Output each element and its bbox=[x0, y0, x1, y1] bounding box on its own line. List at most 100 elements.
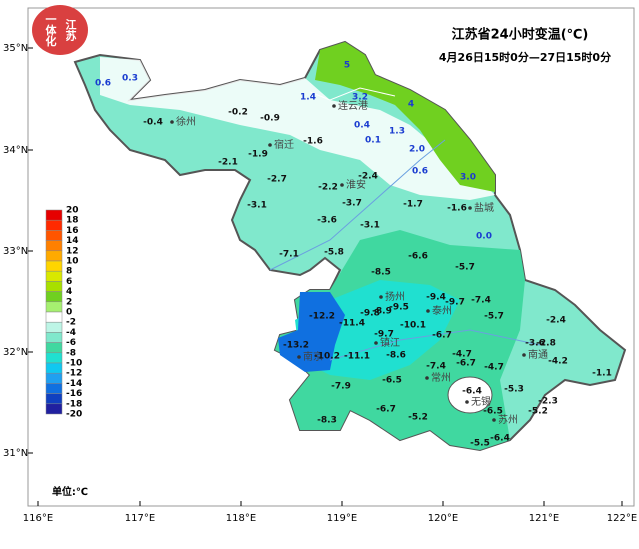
station-value: -0.4 bbox=[143, 118, 163, 128]
city-dot bbox=[297, 355, 301, 359]
legend-label: -4 bbox=[66, 328, 76, 338]
station-value: -5.2 bbox=[408, 413, 428, 423]
station-value: -5.7 bbox=[484, 312, 504, 322]
station-value: 0.3 bbox=[122, 74, 138, 84]
station-value: -8.9 bbox=[372, 307, 392, 317]
city-name: 常州 bbox=[431, 371, 451, 384]
legend-swatch bbox=[45, 260, 63, 272]
city-dot bbox=[170, 120, 174, 124]
station-value: -7.1 bbox=[279, 250, 299, 260]
city-dot bbox=[374, 341, 378, 345]
legend-swatch bbox=[45, 230, 63, 241]
city-name: 泰州 bbox=[432, 304, 452, 317]
city-name: 南通 bbox=[528, 348, 548, 361]
station-value: -5.3 bbox=[504, 385, 524, 395]
lat-label: 34°N bbox=[3, 145, 28, 156]
legend-label: -18 bbox=[66, 399, 82, 409]
legend-swatch bbox=[45, 321, 63, 333]
legend-label: 14 bbox=[66, 236, 79, 246]
legend-swatch bbox=[45, 393, 63, 405]
legend-label: 0 bbox=[66, 308, 72, 318]
station-value: -6.4 bbox=[462, 387, 482, 397]
lake-taihu bbox=[447, 376, 493, 414]
positive-zone bbox=[315, 42, 495, 192]
station-value: -10.1 bbox=[400, 321, 426, 331]
station-value: 0.4 bbox=[354, 121, 370, 131]
station-value: 0.0 bbox=[476, 232, 492, 242]
station-value: -7.4 bbox=[426, 362, 446, 372]
legend-swatch bbox=[45, 250, 63, 262]
station-value: -7.9 bbox=[331, 382, 351, 392]
legend-swatch bbox=[45, 372, 63, 384]
station-value: -9.5 bbox=[389, 303, 409, 313]
city-dot bbox=[492, 418, 496, 422]
station-value: -13.2 bbox=[283, 341, 309, 351]
station-value: -9.4 bbox=[426, 293, 446, 303]
station-value: -9.7 bbox=[445, 298, 465, 308]
lon-label: 119°E bbox=[327, 513, 357, 524]
station-value: -12.2 bbox=[309, 312, 335, 322]
legend-label: 10 bbox=[66, 257, 79, 267]
station-value: 0.6 bbox=[95, 79, 111, 89]
station-value: -11.1 bbox=[344, 352, 370, 362]
city-name: 扬州 bbox=[385, 290, 405, 303]
legend-label: 6 bbox=[66, 277, 72, 287]
logo-text: 一体化 bbox=[44, 14, 57, 48]
legend-swatch bbox=[45, 352, 63, 364]
station-value: 3.0 bbox=[460, 173, 476, 183]
legend-label: 12 bbox=[66, 246, 79, 256]
lon-label: 118°E bbox=[226, 513, 256, 524]
legend-label: -12 bbox=[66, 369, 82, 379]
station-value: -1.1 bbox=[592, 369, 612, 379]
station-value: -5.7 bbox=[455, 263, 475, 273]
station-value: -3.6 bbox=[525, 339, 545, 349]
station-value: -1.9 bbox=[248, 150, 268, 160]
station-value: -6.6 bbox=[408, 252, 428, 262]
legend-swatch bbox=[45, 281, 63, 292]
legend-unit: 单位:℃ bbox=[52, 485, 88, 498]
station-value: -2.4 bbox=[358, 172, 378, 182]
city-dot bbox=[268, 143, 272, 147]
legend-label: -2 bbox=[66, 318, 76, 328]
legend-label: -6 bbox=[66, 338, 76, 348]
station-value: -3.1 bbox=[360, 221, 380, 231]
station-value: -6.7 bbox=[432, 331, 452, 341]
station-value: -0.9 bbox=[260, 114, 280, 124]
lat-label: 32°N bbox=[3, 347, 28, 358]
subtitle: 4月26日15时0分—27日15时0分 bbox=[439, 50, 611, 64]
legend-label: -8 bbox=[66, 348, 76, 358]
station-value: -7.4 bbox=[471, 296, 491, 306]
station-value: -3.1 bbox=[247, 201, 267, 211]
city-name: 苏州 bbox=[498, 413, 518, 426]
station-value: 4 bbox=[408, 100, 414, 110]
yangtze bbox=[329, 329, 541, 361]
station-value: -2.7 bbox=[267, 175, 287, 185]
station-value: 3.2 bbox=[352, 93, 368, 103]
lat-label: 33°N bbox=[3, 246, 28, 257]
station-value: -5.5 bbox=[470, 439, 490, 449]
station-value: -2.4 bbox=[546, 316, 566, 326]
legend-swatch bbox=[45, 270, 63, 282]
city-dot bbox=[332, 104, 336, 108]
station-value: -6.5 bbox=[382, 376, 402, 386]
station-value: -0.2 bbox=[228, 108, 248, 118]
coast-line bbox=[309, 87, 396, 101]
city-dot bbox=[465, 400, 469, 404]
legend-swatch bbox=[45, 301, 63, 313]
station-value: 1.4 bbox=[300, 93, 316, 103]
legend-swatch bbox=[45, 362, 63, 374]
city-dot bbox=[522, 353, 526, 357]
station-value: -6.7 bbox=[456, 359, 476, 369]
river bbox=[269, 139, 446, 271]
station-value: -5.2 bbox=[528, 407, 548, 417]
legend-label: 20 bbox=[66, 206, 79, 216]
city-name: 连云港 bbox=[338, 99, 368, 112]
coldest-zone bbox=[278, 292, 345, 372]
city-name: 宿迁 bbox=[274, 138, 294, 151]
station-value: -8.3 bbox=[317, 416, 337, 426]
lon-label: 117°E bbox=[125, 513, 155, 524]
legend-label: 8 bbox=[66, 267, 72, 277]
logo-badge bbox=[32, 5, 88, 55]
legend-label: 2 bbox=[66, 297, 72, 307]
station-value: -10.2 bbox=[314, 352, 340, 362]
